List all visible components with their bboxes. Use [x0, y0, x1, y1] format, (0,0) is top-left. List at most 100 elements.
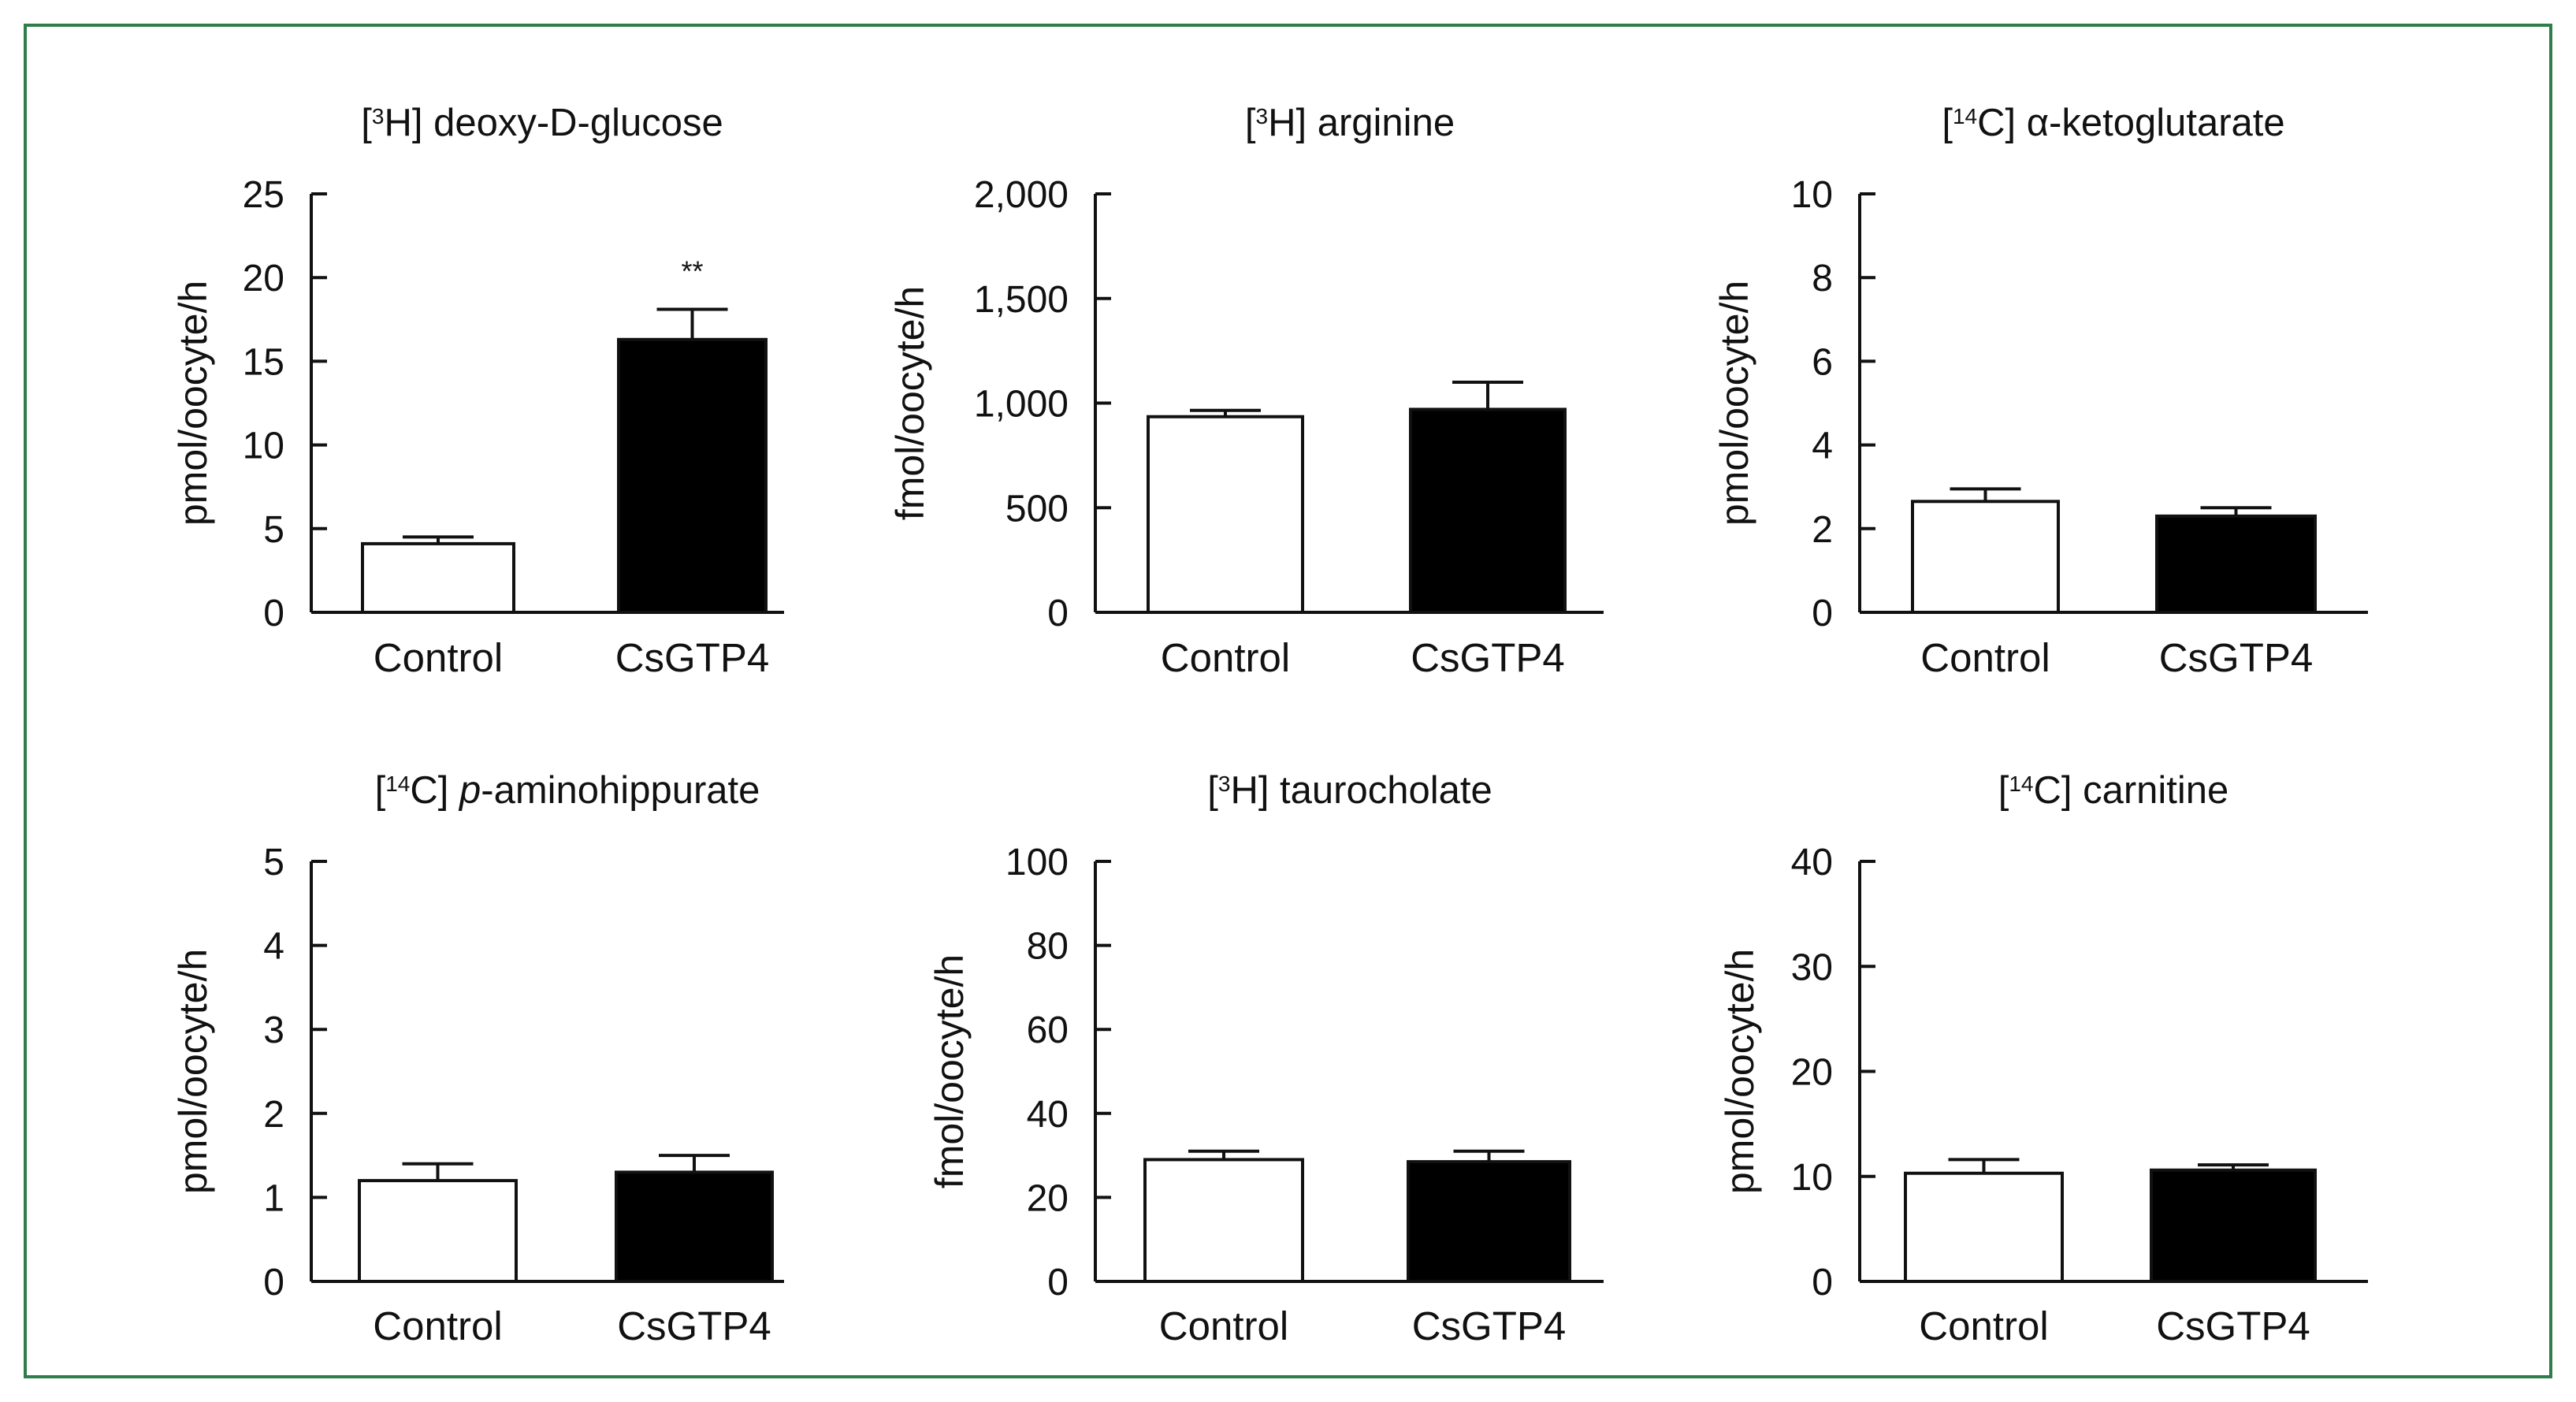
chart-panel-6: [14C] carnitine pmol/oocyte/h 0 10 20 30 40 Con… [1718, 769, 2368, 1348]
y-tick-label: 10 [243, 426, 284, 467]
chart-title-isotope: H] [1230, 769, 1269, 812]
y-tick-label: 100 [1005, 842, 1069, 883]
x-category-label: Control [373, 1303, 502, 1348]
chart-title-isotope-mass: 3 [372, 104, 385, 128]
y-tick-label: 3 [263, 1010, 284, 1051]
y-tick-label: 10 [1791, 174, 1833, 216]
bar-control [1147, 415, 1304, 614]
chart-title-isotope-mass: 3 [1218, 772, 1231, 796]
y-tick-label: 30 [1791, 946, 1833, 988]
chart-title: [3H] taurocholate [1207, 769, 1492, 812]
y-axis-label: fmol/oocyte/h [927, 954, 972, 1188]
y-tick-label: 80 [1027, 926, 1069, 968]
y-tick-label: 1,500 [974, 279, 1069, 321]
bar-csgtp4 [1409, 407, 1567, 615]
y-tick-label: 0 [1047, 1262, 1069, 1303]
chart-title-bracket: [ [1245, 102, 1256, 144]
chart-title-isotope-mass: 14 [2009, 772, 2033, 796]
chart-title-compound: taurocholate [1269, 769, 1492, 812]
y-tick-label: 40 [1791, 842, 1833, 883]
y-tick-label: 60 [1027, 1010, 1069, 1051]
bar-control [358, 1179, 518, 1283]
x-category-label: Control [374, 635, 503, 680]
y-tick-label: 40 [1027, 1094, 1069, 1136]
y-tick-label: 5 [263, 509, 284, 551]
chart-title-isotope-mass: 3 [1256, 104, 1269, 128]
x-category-label: Control [1159, 1303, 1288, 1348]
y-axis-label: pmol/oocyte/h [171, 949, 215, 1194]
y-tick-label: 0 [1047, 593, 1069, 634]
y-tick-label: 0 [1812, 1262, 1833, 1303]
y-tick-label: 25 [243, 174, 284, 216]
chart-title-italic: p [458, 769, 481, 812]
y-tick-label: 2 [263, 1094, 284, 1136]
chart-title: [14C] p-aminohippurate [375, 769, 760, 812]
chart-title-isotope-mass: 14 [1953, 104, 1977, 128]
x-category-label: Control [1919, 1303, 2048, 1348]
y-tick-label: 0 [263, 1262, 284, 1303]
x-category-label: CsGTP4 [2156, 1303, 2310, 1348]
chart-title-isotope: H] [384, 102, 422, 144]
chart-title-tail: -aminohippurate [481, 769, 760, 812]
bar-csgtp4 [2155, 514, 2317, 614]
chart-title-compound: arginine [1307, 102, 1455, 144]
chart-title-bracket: [ [375, 769, 386, 812]
x-category-label: CsGTP4 [1412, 1303, 1567, 1348]
bar-csgtp4 [615, 1170, 774, 1284]
chart-panel-5: [3H] taurocholate fmol/oocyte/h 0 20 40 60 80 1… [927, 769, 1604, 1348]
y-axis-label: pmol/oocyte/h [171, 281, 215, 526]
y-tick-label: 2,000 [974, 174, 1069, 216]
y-tick-label: 2 [1812, 509, 1833, 551]
y-tick-label: 4 [263, 926, 284, 968]
chart-title-compound [448, 769, 459, 812]
chart-panel-3: [14C] α-ketoglutarate pmol/oocyte/h 0 2 4 6 8 1… [1712, 102, 2368, 680]
y-tick-label: 1,000 [974, 384, 1069, 426]
chart-panel-2: [3H] arginine fmol/oocyte/h 0 500 1,000 1,500… [888, 102, 1604, 680]
y-tick-label: 8 [1812, 258, 1833, 299]
chart-title-isotope: C] [2033, 769, 2072, 812]
y-axis-label: fmol/oocyte/h [888, 286, 932, 520]
chart-title-isotope: C] [410, 769, 448, 812]
bar-control [1143, 1158, 1304, 1284]
chart-title-compound: carnitine [2072, 769, 2228, 812]
chart-title-bracket: [ [1207, 769, 1218, 812]
bar-csgtp4 [1407, 1160, 1571, 1283]
y-tick-label: 20 [243, 258, 284, 299]
x-category-label: CsGTP4 [617, 1303, 771, 1348]
chart-panel-1: [3H] deoxy-D-glucose pmol/oocyte/h 0 5 10 15 2… [171, 102, 784, 680]
y-tick-label: 0 [1812, 593, 1833, 634]
bar-csgtp4 [2150, 1168, 2317, 1283]
chart-title-bracket: [ [361, 102, 372, 144]
y-tick-label: 20 [1027, 1177, 1069, 1219]
bar-control [1904, 1171, 2064, 1283]
y-tick-label: 500 [1005, 488, 1069, 530]
chart-title-isotope-mass: 14 [385, 772, 410, 796]
y-tick-label: 5 [263, 842, 284, 883]
y-axis-label: pmol/oocyte/h [1712, 281, 1756, 526]
chart-title-compound: deoxy-D-glucose [422, 102, 723, 144]
x-category-label: CsGTP4 [615, 635, 770, 680]
y-tick-label: 15 [243, 341, 284, 383]
y-tick-label: 4 [1812, 426, 1833, 467]
chart-title: [14C] α-ketoglutarate [1942, 102, 2284, 144]
y-tick-label: 20 [1791, 1052, 1833, 1094]
x-category-label: CsGTP4 [1411, 635, 1565, 680]
y-tick-label: 0 [263, 593, 284, 634]
chart-title-bracket: [ [1998, 769, 2009, 812]
y-tick-label: 10 [1791, 1157, 1833, 1199]
y-axis-label: pmol/oocyte/h [1718, 949, 1762, 1194]
chart-title-isotope: C] [1977, 102, 2016, 144]
chart-title: [14C] carnitine [1998, 769, 2229, 812]
bar-csgtp4 [617, 337, 768, 614]
bar-control [1911, 500, 2060, 614]
chart-title: [3H] arginine [1245, 102, 1455, 144]
chart-title: [3H] deoxy-D-glucose [361, 102, 723, 144]
figure-frame [24, 24, 2552, 1378]
bar-control [361, 541, 515, 615]
x-category-label: Control [1920, 635, 2050, 680]
significance-marker: ** [681, 255, 703, 288]
chart-panel-4: [14C] p-aminohippurate pmol/oocyte/h 0 1 2 3 4… [171, 769, 784, 1348]
chart-title-bracket: [ [1942, 102, 1953, 144]
x-category-label: Control [1161, 635, 1290, 680]
chart-title-isotope: H] [1268, 102, 1307, 144]
